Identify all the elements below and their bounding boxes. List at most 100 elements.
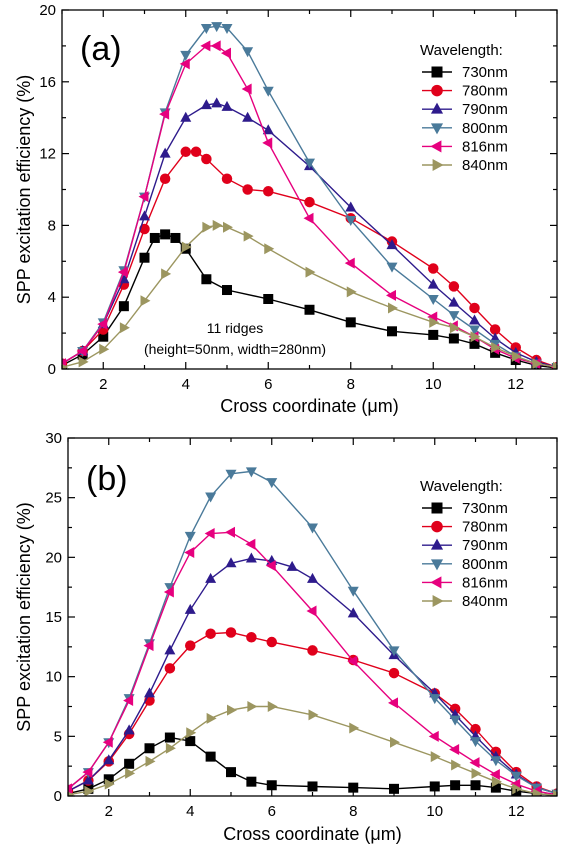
series-line-790nm-b [68,557,557,795]
data-point-790nm-b [286,560,298,571]
series-line-790nm-a [62,102,557,368]
data-point-816nm-a [303,212,314,224]
x-tick-label: 8 [347,376,355,393]
data-point-780nm-b [470,723,481,735]
data-point-840nm-b [532,788,543,796]
data-point-840nm-b [125,767,136,779]
data-point-730nm-b [246,776,257,787]
data-point-816nm-b [102,736,113,748]
data-point-816nm-b [306,605,317,617]
legend-label: 790nm [462,101,508,118]
data-point-780nm-a [263,186,274,197]
data-point-800nm-a [221,23,233,34]
data-point-840nm-a [388,302,398,314]
data-point-730nm-a [98,331,109,342]
data-point-816nm-b [265,560,276,572]
data-point-840nm-a [119,322,130,334]
data-point-780nm-a [469,302,480,314]
data-point-816nm-a [386,289,396,301]
data-point-816nm-a [97,318,108,330]
data-point-800nm-a [448,311,460,322]
data-point-780nm-a [242,184,253,195]
data-point-730nm-a [149,232,160,243]
x-tick-label: 12 [507,376,524,393]
data-point-800nm-b [205,492,217,503]
data-point-790nm-a [180,111,192,122]
data-point-790nm-b [82,774,94,785]
legend-label: 840nm [462,157,508,174]
data-point-730nm-a [170,232,181,243]
data-point-790nm-a [211,97,223,108]
data-point-816nm-b [204,527,215,539]
y-tick-label: 5 [54,728,62,745]
data-point-730nm-b [144,743,155,754]
y-tick-label: 0 [48,361,56,378]
legend-entry-790nm-a: 790nm [422,101,508,118]
x-tick-label: 10 [426,803,443,820]
legend-marker [432,594,444,608]
data-point-840nm-a [429,316,440,328]
panel-label-a: (a) [80,30,122,68]
data-point-816nm-b [225,526,235,538]
data-point-840nm-a [470,331,481,343]
data-point-816nm-a [427,311,438,323]
data-point-816nm-a [117,266,128,278]
data-point-840nm-a [62,363,68,369]
legend-marker [430,140,442,153]
data-point-730nm-b [470,780,481,791]
data-point-790nm-a [262,124,274,135]
data-point-800nm-b [266,478,278,489]
data-point-730nm-b [226,767,236,778]
data-point-840nm-a [161,268,172,280]
data-point-840nm-a [181,241,192,253]
data-point-816nm-b [428,730,439,742]
x-tick-label: 2 [105,803,113,820]
legend-entry-780nm-a: 780nm [422,83,508,100]
data-point-800nm-b [184,531,196,542]
data-point-816nm-b [163,586,174,598]
data-point-816nm-a [241,83,252,95]
data-point-790nm-b [347,607,359,618]
data-point-840nm-a [140,295,151,307]
data-point-816nm-a [344,257,355,269]
data-point-800nm-a [386,262,398,273]
legend-label: 840nm [462,593,508,610]
data-point-840nm-b [227,704,237,716]
legend-marker [430,123,444,135]
legend-label: 730nm [462,64,508,81]
y-tick-label: 4 [48,289,56,306]
data-point-800nm-a [211,22,223,33]
data-point-840nm-a [264,243,275,255]
y-tick-label: 30 [45,430,62,447]
legend-marker [432,158,444,172]
data-point-816nm-a [200,40,211,52]
data-point-840nm-a [223,221,233,233]
series-730nm-a [62,229,557,369]
legend-marker [430,576,442,589]
legend-entry-800nm-b: 800nm [422,556,508,573]
data-point-840nm-b [104,778,115,790]
legend-label: 800nm [462,120,508,137]
data-point-816nm-a [210,40,221,52]
data-point-800nm-b [225,469,237,480]
y-tick-label: 8 [48,217,56,234]
data-point-730nm-a [448,333,459,344]
panel-a: 2 4 6 8 10 12 0 4 8 12 16 20 (a) SPP excitation eff… [14,2,558,416]
axis-ticks-b: 2 4 6 8 10 12 0 5 10 15 20 25 30 [45,430,558,820]
panel-b: 2 4 6 8 10 12 0 5 10 15 20 25 30 (b) SPP excitation … [14,430,558,844]
y-tick-label: 25 [45,490,62,507]
series-730nm-b [68,732,557,796]
y-tick-label: 12 [39,146,56,163]
data-point-800nm-a [345,216,357,227]
series-800nm-b [68,467,557,796]
data-point-816nm-b [143,640,154,652]
data-point-780nm-b [307,645,318,656]
data-point-816nm-a [76,345,87,357]
x-tick-label: 6 [264,376,272,393]
x-tick-label: 10 [425,376,442,393]
legend-marker [431,84,443,97]
data-point-840nm-b [471,767,482,779]
data-point-780nm-b [205,628,216,639]
